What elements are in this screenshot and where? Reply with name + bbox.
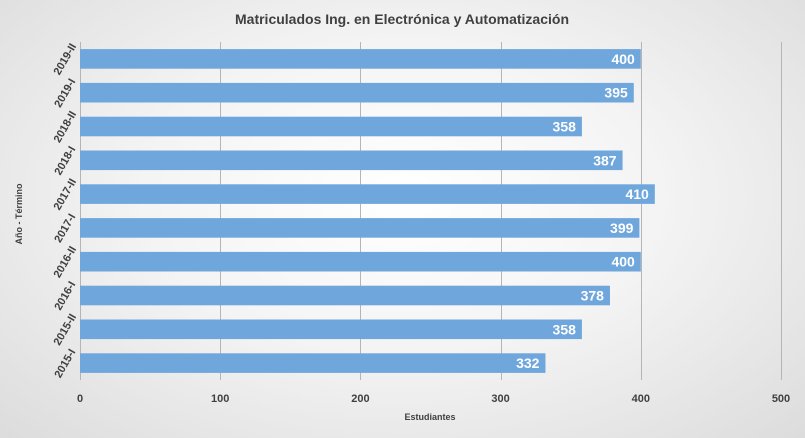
bar bbox=[80, 49, 641, 69]
bar bbox=[80, 251, 641, 272]
data-label: 399 bbox=[610, 220, 634, 236]
bar bbox=[80, 184, 655, 204]
x-tick-label: 400 bbox=[632, 393, 650, 405]
y-tick-label: 2015-I bbox=[52, 347, 78, 380]
x-tick-label: 300 bbox=[491, 393, 509, 405]
bar bbox=[80, 218, 640, 238]
bar bbox=[80, 116, 582, 137]
bar bbox=[80, 150, 623, 171]
y-tick-label: 2019-II bbox=[52, 42, 80, 78]
bar bbox=[80, 82, 634, 103]
y-tick-label: 2017-II bbox=[52, 177, 80, 213]
data-label: 400 bbox=[611, 51, 635, 67]
chart-title: Matriculados Ing. en Electrónica y Autom… bbox=[235, 11, 569, 27]
data-label: 395 bbox=[604, 85, 628, 101]
data-label: 410 bbox=[625, 186, 649, 202]
data-label: 358 bbox=[553, 119, 577, 135]
y-tick-label: 2017-I bbox=[52, 212, 78, 245]
x-axis-label: Estudiantes bbox=[404, 412, 455, 422]
y-tick-label: 2016-II bbox=[52, 244, 80, 280]
bar bbox=[80, 319, 582, 340]
y-tick-label: 2016-I bbox=[52, 279, 78, 312]
data-label: 332 bbox=[516, 355, 540, 371]
bar-layer bbox=[80, 49, 655, 373]
data-label: 358 bbox=[553, 321, 577, 337]
bar bbox=[80, 353, 546, 373]
bar bbox=[80, 285, 610, 306]
y-tick-label: 2019-I bbox=[52, 77, 78, 110]
data-label: 387 bbox=[593, 152, 617, 168]
x-tick-label: 0 bbox=[77, 393, 83, 405]
y-tick-label: 2015-II bbox=[52, 312, 80, 348]
x-tick-label: 100 bbox=[211, 393, 229, 405]
x-tick-label: 500 bbox=[772, 393, 790, 405]
y-tick-label: 2018-I bbox=[52, 144, 78, 177]
y-axis-label: Año - Término bbox=[14, 183, 24, 244]
x-tick-label: 200 bbox=[351, 393, 369, 405]
data-label: 378 bbox=[581, 288, 605, 304]
data-label: 400 bbox=[611, 254, 635, 270]
y-tick-label: 2018-II bbox=[52, 109, 80, 145]
